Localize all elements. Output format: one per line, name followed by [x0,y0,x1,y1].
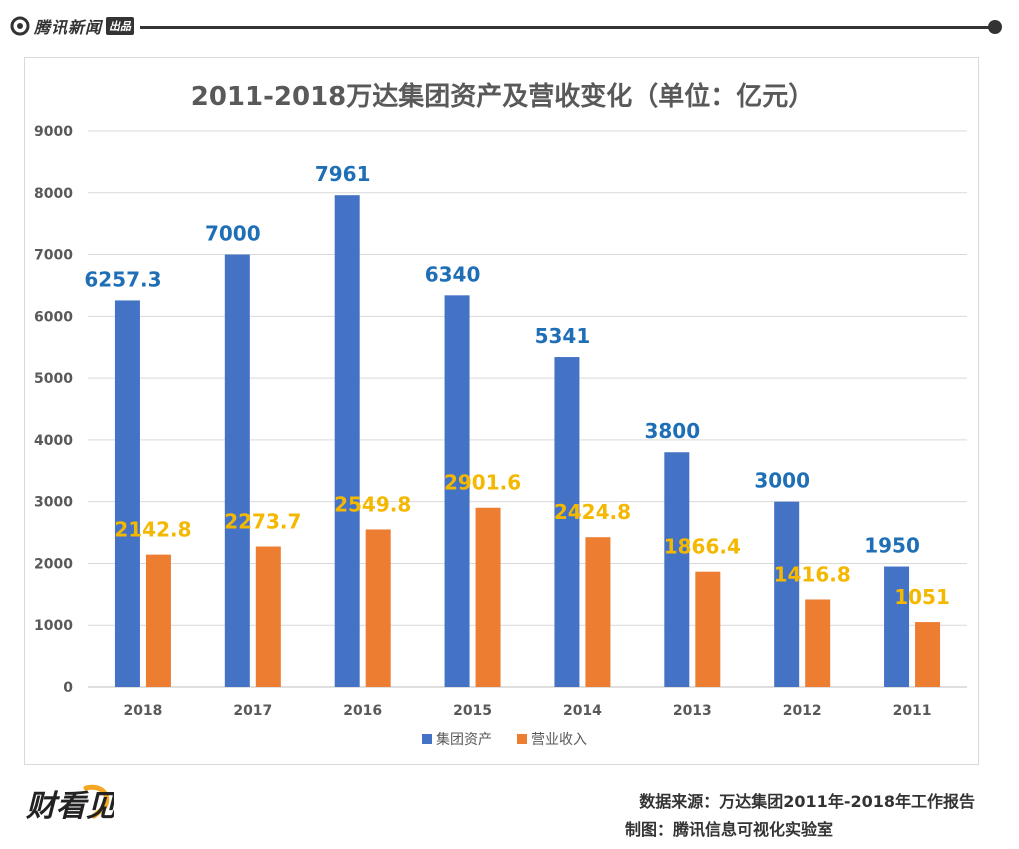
y-tick-label: 2000 [34,556,73,572]
revenue-data-label: 2549.8 [334,492,411,516]
asset-bar [224,254,250,688]
legend-label-revenue: 营业收入 [531,732,587,748]
x-tick-label: 2014 [563,703,602,719]
asset-data-label: 7961 [315,162,371,186]
brand-tag: 出品 [106,17,135,35]
revenue-bar [805,599,831,687]
legend-swatch-assets [422,734,432,744]
y-tick-label: 1000 [34,618,73,634]
asset-bar [334,195,360,687]
revenue-bar [475,507,501,687]
asset-data-label: 6257.3 [84,267,161,291]
asset-data-label: 6340 [425,262,481,286]
revenue-data-label: 1051 [894,585,950,609]
asset-bar [554,357,580,687]
revenue-bar [145,554,171,687]
revenue-data-label: 2273.7 [224,510,301,534]
revenue-data-label: 1866.4 [664,535,741,559]
source-note: 数据来源：万达集团2011年-2018年工作报告 [639,792,975,811]
asset-bar [114,300,140,687]
asset-data-label: 7000 [205,222,261,246]
revenue-bar [585,537,611,687]
chart-title: 2011-2018万达集团资产及营收变化（单位：亿元） [190,82,815,112]
x-tick-label: 2012 [783,703,822,719]
brand: 腾讯新闻 出品 [10,14,135,38]
legend-label-assets: 集团资产 [436,731,492,748]
x-tick-label: 2016 [343,703,382,719]
y-tick-label: 5000 [34,371,73,387]
svg-text:财看见: 财看见 [25,789,114,824]
bar-chart: 0 1000 2000 3000 4000 5000 6000 7000 8000 9000 625… [34,124,967,748]
revenue-data-label: 2424.8 [554,500,631,524]
revenue-data-label: 2901.6 [444,471,521,495]
x-tick-label: 2017 [233,703,272,719]
revenue-data-label: 2142.8 [114,518,191,542]
asset-bar [884,566,910,687]
legend-swatch-revenue [517,734,527,744]
y-tick-label: 3000 [34,495,73,511]
header-dot [988,20,1002,34]
y-tick-label: 9000 [34,124,73,140]
x-tick-label: 2011 [893,703,932,719]
asset-bar [774,501,800,687]
asset-bar [664,452,690,687]
y-tick-label: 8000 [34,186,73,202]
asset-data-label: 1950 [864,534,920,558]
revenue-bar [915,622,941,687]
chart-frame: 2011-2018万达集团资产及营收变化（单位：亿元） 0 1000 2000 300… [24,57,979,765]
header: 腾讯新闻 出品 [0,0,1019,56]
asset-data-label: 5341 [535,324,591,348]
revenue-bar [365,529,391,687]
revenue-bar [255,546,281,687]
maker-note: 制图：腾讯信息可视化实验室 [625,820,834,839]
asset-bar [444,295,470,687]
caikanjian-logo: 财看见 [25,784,114,824]
x-tick-label: 2015 [453,703,492,719]
x-tick-label: 2013 [673,703,712,719]
y-tick-label: 4000 [34,433,73,449]
asset-data-label: 3000 [754,469,810,493]
asset-data-label: 3800 [644,419,700,443]
revenue-data-label: 1416.8 [774,562,851,586]
header-divider [140,26,990,29]
y-tick-label: 6000 [34,309,73,325]
y-tick-label: 7000 [34,248,73,264]
x-tick-label: 2018 [123,703,162,719]
revenue-bar [695,571,721,687]
brand-name: 腾讯新闻 [34,18,103,37]
tencent-news-logo-icon [10,16,30,36]
y-tick-label: 0 [63,680,73,696]
